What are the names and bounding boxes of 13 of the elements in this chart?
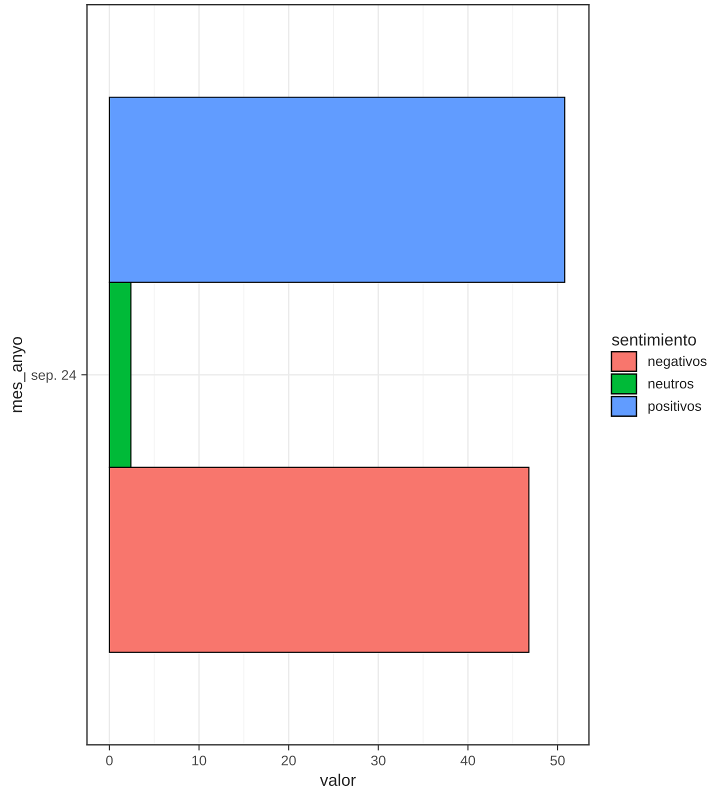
y-axis-title: mes_anyo <box>13 337 26 412</box>
x-tick-label: 20 <box>282 756 296 766</box>
legend-title: sentimiento <box>612 333 696 346</box>
x-tick-label: 40 <box>460 756 476 766</box>
legend-label: neutros <box>648 379 694 389</box>
x-tick-label: 10 <box>192 756 206 766</box>
x-tick-label: 50 <box>550 756 565 766</box>
x-axis-title: valor <box>320 774 356 786</box>
x-tick-label: 0 <box>106 756 113 766</box>
x-tick-label: 30 <box>371 756 386 766</box>
y-tick-label: sep. 24 <box>31 370 76 383</box>
legend-label: positivos <box>648 400 702 414</box>
legend-label: negativos <box>648 356 707 369</box>
